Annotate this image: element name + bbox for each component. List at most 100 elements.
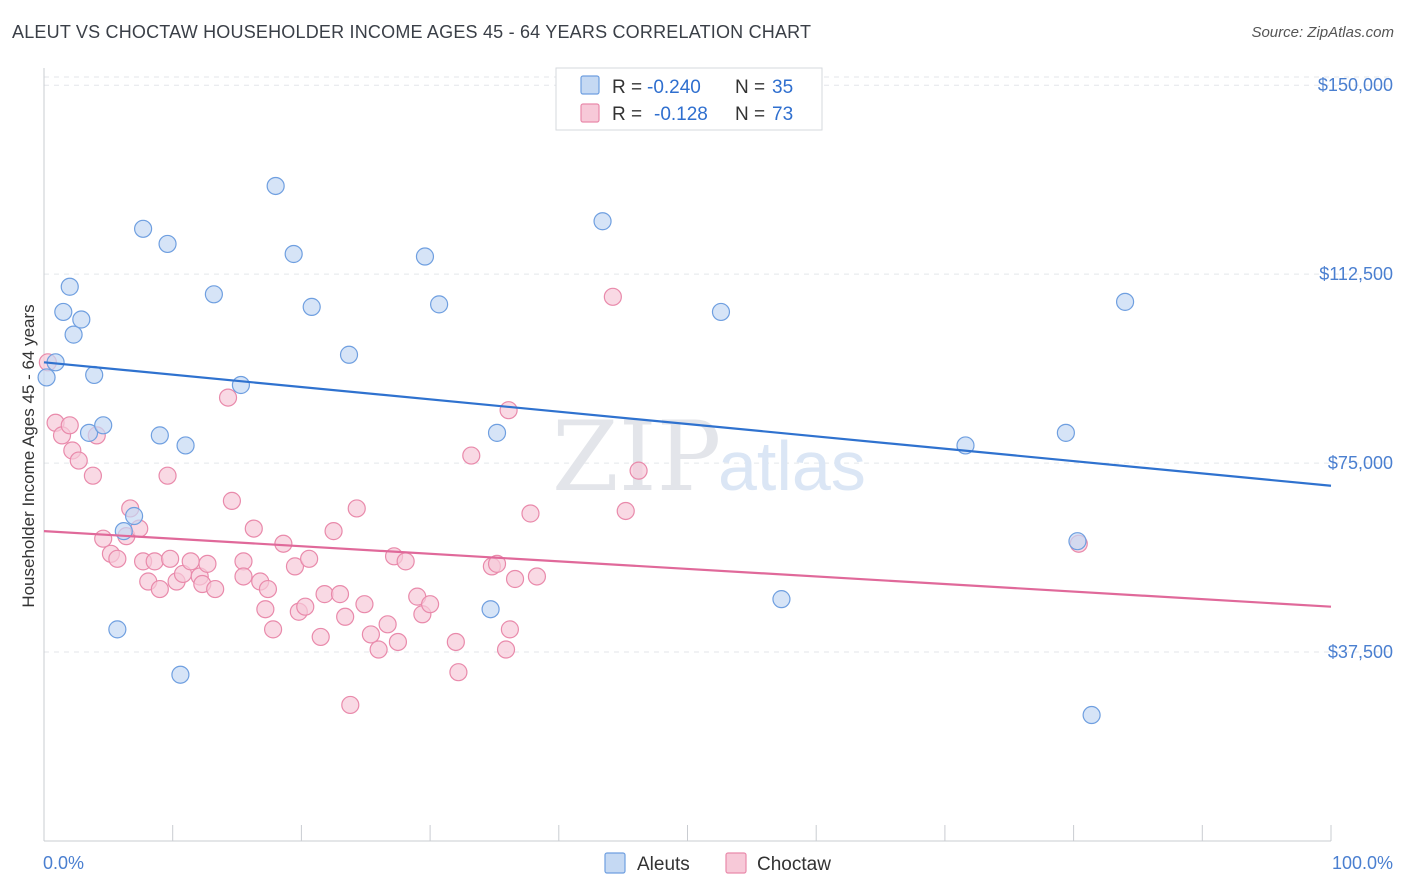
choctaw-point bbox=[244, 519, 263, 538]
y-tick-label: $37,500 bbox=[1328, 642, 1393, 662]
choctaw-point bbox=[396, 552, 415, 571]
x-tick-label-max: 100.0% bbox=[1332, 853, 1393, 873]
choctaw-point bbox=[499, 401, 518, 420]
aleut-point bbox=[231, 375, 251, 395]
legend-swatch-aleuts bbox=[580, 75, 600, 95]
legend-r-label: R = bbox=[612, 77, 642, 98]
aleut-point bbox=[339, 345, 359, 364]
aleut-point bbox=[1068, 532, 1087, 551]
aleut-point bbox=[94, 416, 113, 435]
choctaw-point bbox=[500, 620, 519, 639]
y-tick-label: $112,500 bbox=[1319, 264, 1393, 284]
choctaw-point bbox=[258, 579, 278, 599]
legend-r-value: -0.240 bbox=[647, 77, 701, 98]
aleut-point bbox=[85, 365, 104, 385]
choctaw-point bbox=[603, 287, 622, 306]
aleut-point bbox=[302, 297, 321, 316]
legend-r-label: R = bbox=[612, 104, 642, 125]
choctaw-point bbox=[446, 632, 465, 652]
choctaw-point bbox=[324, 522, 343, 541]
choctaw-point bbox=[94, 529, 113, 548]
watermark: ZIP atlas bbox=[552, 401, 866, 513]
choctaw-point bbox=[83, 466, 103, 485]
choctaw-point bbox=[206, 579, 225, 599]
aleut-point bbox=[772, 590, 791, 609]
watermark-zip: ZIP bbox=[552, 401, 721, 513]
bottom-legend-label-aleuts: Aleuts bbox=[637, 854, 690, 875]
y-tick-label: $75,000 bbox=[1328, 453, 1393, 473]
stats-legend: R = -0.240 N = 35 R = -0.128 N = 73 bbox=[555, 67, 823, 131]
bottom-legend-swatch-choctaw bbox=[725, 852, 747, 874]
aleut-point bbox=[158, 234, 177, 254]
choctaw-point bbox=[198, 554, 217, 573]
aleut-point bbox=[593, 212, 612, 231]
series-legend: Aleuts Choctaw bbox=[604, 852, 831, 875]
choctaw-point bbox=[60, 416, 79, 435]
choctaw-point bbox=[158, 466, 177, 485]
legend-n-label: N = bbox=[735, 77, 765, 98]
aleut-point bbox=[171, 665, 190, 684]
aleut-point bbox=[711, 302, 731, 322]
choctaw-point bbox=[487, 554, 507, 573]
aleut-point bbox=[481, 600, 500, 619]
choctaw-point bbox=[311, 627, 330, 647]
aleut-point bbox=[64, 325, 83, 344]
legend-n-value: 73 bbox=[772, 104, 793, 125]
choctaw-point bbox=[378, 615, 397, 634]
source-label: Source: ZipAtlas.com bbox=[1251, 24, 1394, 41]
choctaw-point bbox=[505, 569, 525, 589]
choctaw-point bbox=[234, 552, 253, 571]
x-tick-label-min: 0.0% bbox=[43, 853, 84, 873]
legend-swatch-choctaw bbox=[580, 103, 600, 123]
axes bbox=[43, 68, 1332, 842]
aleut-point bbox=[60, 277, 79, 296]
aleut-point bbox=[72, 310, 91, 329]
legend-n-label: N = bbox=[735, 104, 765, 125]
aleut-point bbox=[150, 426, 169, 445]
choctaw-point bbox=[449, 663, 468, 682]
choctaw-point bbox=[108, 549, 127, 568]
choctaw-point bbox=[336, 607, 355, 626]
choctaw-point bbox=[341, 695, 360, 715]
choctaw-point bbox=[527, 567, 547, 586]
choctaw-point bbox=[330, 585, 350, 604]
choctaw-point bbox=[361, 625, 380, 644]
legend-r-value: -0.128 bbox=[654, 104, 708, 125]
choctaw-point bbox=[462, 446, 481, 465]
choctaw-point bbox=[263, 620, 283, 639]
chart-title: ALEUT VS CHOCTAW HOUSEHOLDER INCOME AGES… bbox=[12, 22, 812, 42]
aleut-point bbox=[133, 219, 153, 238]
choctaw-point bbox=[222, 491, 242, 510]
bottom-legend-swatch-aleuts bbox=[604, 852, 626, 874]
aleut-point bbox=[54, 302, 73, 322]
choctaw-point bbox=[150, 579, 169, 599]
aleut-point bbox=[415, 247, 435, 266]
choctaw-point bbox=[234, 567, 253, 586]
choctaw-point bbox=[145, 552, 164, 571]
choctaw-point bbox=[300, 549, 319, 568]
aleut-points bbox=[37, 176, 1135, 725]
trend-lines bbox=[43, 361, 1332, 608]
choctaw-point bbox=[296, 597, 315, 616]
aleut-point bbox=[108, 620, 127, 639]
choctaw-point bbox=[355, 595, 374, 614]
choctaw-point bbox=[181, 552, 200, 571]
choctaw-point bbox=[347, 499, 366, 518]
choctaw-point bbox=[421, 595, 440, 614]
choctaw-point bbox=[315, 585, 334, 604]
y-tick-labels: $37,500 $75,000 $112,500 $150,000 bbox=[1318, 75, 1393, 662]
choctaw-point bbox=[161, 549, 180, 568]
choctaw-point bbox=[256, 600, 275, 619]
choctaw-point bbox=[369, 640, 388, 659]
choctaw-point bbox=[69, 451, 88, 470]
aleut-point bbox=[124, 506, 144, 526]
aleut-point bbox=[37, 368, 56, 387]
y-axis-label: Householder Income Ages 45 - 64 years bbox=[19, 304, 38, 607]
aleut-trend-line bbox=[43, 361, 1332, 487]
aleut-point bbox=[1056, 423, 1075, 442]
choctaw-point bbox=[388, 632, 408, 652]
aleut-point bbox=[79, 423, 99, 442]
choctaw-point bbox=[274, 534, 293, 553]
choctaw-trend-line bbox=[43, 530, 1332, 608]
